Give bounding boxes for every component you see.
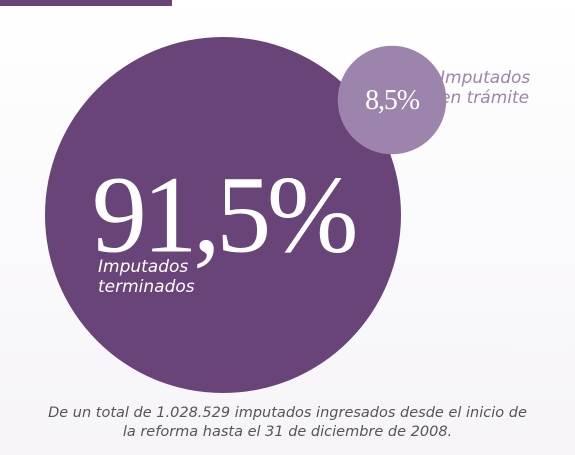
header-tab [0,0,172,6]
circle [337,45,447,155]
category-label: Imputados en trámite [440,68,531,108]
value-label: 91,5% [92,153,355,275]
value-label: 8,5% [365,85,420,116]
footnote: De un total de 1.028.529 imputados ingre… [48,405,527,440]
circle [45,37,401,393]
category-label: Imputados terminados [98,257,195,297]
